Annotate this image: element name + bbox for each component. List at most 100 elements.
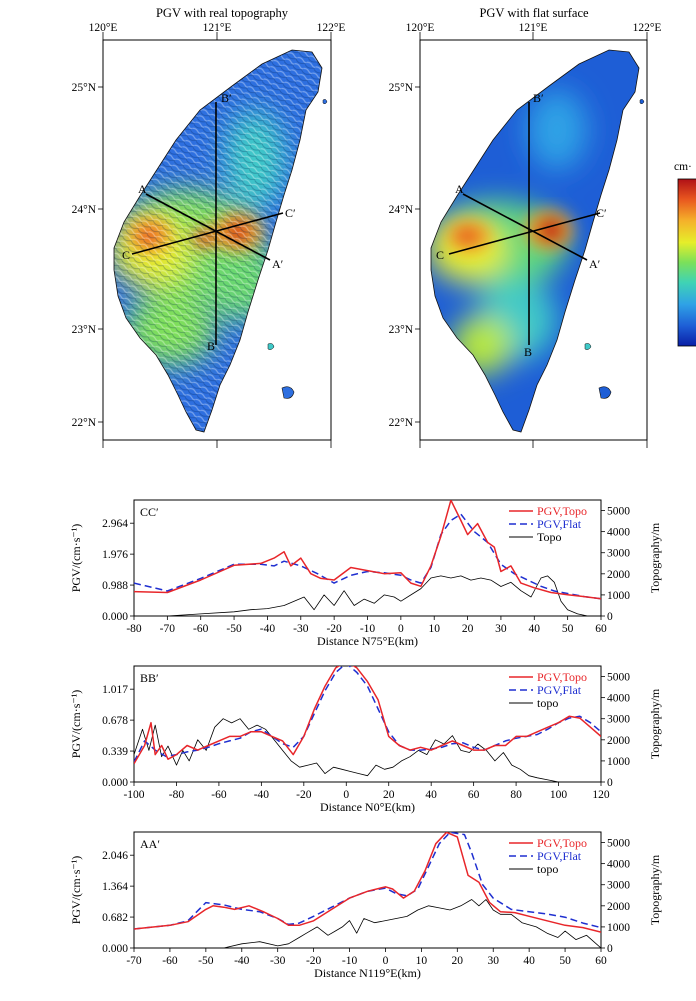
series-line-pgv-topo [134, 500, 601, 600]
y2-tick-label: 4000 [607, 859, 630, 871]
legend-label: topo [537, 862, 558, 876]
profile-panel-aa: -70 -60 -50 -40 -30 -20 -10 0 10 20 30 40 50 60 0.000 0… [69, 831, 662, 980]
x-tick-label: 60 [595, 955, 607, 967]
y-tick-label: 1.976 [102, 549, 128, 561]
x-tick-label: 20 [383, 789, 395, 801]
x-tick-label: 40 [529, 623, 541, 635]
y2-tick-label: 3000 [607, 548, 630, 560]
legend-label: topo [537, 696, 558, 710]
x-tick-label: 10 [416, 955, 428, 967]
legend-label: PGV,Flat [537, 849, 582, 863]
y-tick-label: 0.339 [102, 746, 128, 758]
map-xtick-122: 122°E [633, 22, 662, 34]
colorbar: cm· [674, 161, 696, 347]
x-tick-label: -30 [270, 955, 286, 967]
y-axis-label: PGV/(cm·s⁻¹) [69, 690, 83, 759]
y-tick-label: 0.000 [102, 943, 128, 955]
y-tick-label: 2.046 [102, 850, 128, 862]
map-xtick-121: 121°E [203, 22, 232, 34]
profile-lines [448, 102, 601, 345]
series-line-topo [134, 718, 601, 782]
x-tick-label: 10 [428, 623, 440, 635]
label-A-prime: A′ [272, 257, 284, 271]
panel-title: CC′ [140, 505, 159, 519]
x-tick-label: 30 [487, 955, 499, 967]
y2-axis-label: Topography/m [648, 688, 662, 759]
x-axis-label: Distance N0°E(km) [320, 800, 415, 814]
x-tick-label: 0 [398, 623, 404, 635]
map-ytick-23: 23°N [72, 324, 97, 336]
plot-frame [133, 831, 602, 949]
legend-label: Topo [537, 530, 562, 544]
y2-tick-label: 0 [607, 943, 613, 955]
y2-tick-label: 0 [607, 777, 613, 789]
legend-label: PGV,Flat [537, 683, 582, 697]
map-xtick-121: 121°E [519, 22, 548, 34]
x-tick-label: 100 [550, 789, 568, 801]
x-tick-label: -20 [306, 955, 322, 967]
map-xtick-120: 120°E [89, 22, 118, 34]
series-line-pgv-flat [134, 513, 601, 600]
profile-lines [131, 102, 284, 345]
label-B-prime: B′ [533, 91, 544, 105]
map-ytick-22: 22°N [72, 417, 97, 429]
x-tick-label: 60 [468, 789, 480, 801]
map-xtick-122: 122°E [317, 22, 346, 34]
y-axis-label: PGV/(cm·s⁻¹) [69, 524, 83, 593]
legend-label: PGV,Topo [537, 836, 587, 850]
y2-tick-label: 1000 [607, 590, 630, 602]
x-axis-label: Distance N75°E(km) [317, 634, 418, 648]
map-xtick-120: 120°E [406, 22, 435, 34]
colorbar-unit: cm· [674, 161, 692, 173]
label-B: B [207, 339, 215, 353]
y-axis-label: PGV/(cm·s⁻¹) [69, 856, 83, 925]
x-tick-label: -70 [126, 955, 142, 967]
legend-label: PGV,Topo [537, 504, 587, 518]
y2-tick-label: 3000 [607, 714, 630, 726]
x-tick-label: 20 [462, 623, 474, 635]
y2-tick-label: 4000 [607, 693, 630, 705]
x-tick-label: -50 [226, 623, 242, 635]
series-lines [134, 666, 601, 782]
panel-title: AA′ [140, 837, 160, 851]
y2-tick-label: 2000 [607, 901, 630, 913]
colorbar-gradient [677, 178, 696, 347]
x-tick-label: -10 [342, 955, 358, 967]
x-axis-label: Distance N119°E(km) [314, 966, 421, 980]
y2-tick-label: 4000 [607, 527, 630, 539]
x-tick-label: 50 [562, 623, 574, 635]
label-B-prime: B′ [221, 91, 232, 105]
x-tick-label: -20 [326, 623, 342, 635]
y-tick-label: 1.364 [102, 881, 128, 893]
plot-frame [133, 499, 602, 617]
y2-tick-label: 5000 [607, 506, 630, 518]
plot-frame [133, 665, 602, 783]
y-tick-label: 0.000 [102, 777, 128, 789]
x-tick-label: -10 [360, 623, 376, 635]
map-ticks [415, 32, 648, 448]
map-ytick-25: 25°N [72, 82, 97, 94]
x-tick-label: -80 [169, 789, 185, 801]
x-tick-label: 0 [343, 789, 349, 801]
panel-title: BB′ [140, 671, 159, 685]
label-A: A [138, 182, 147, 196]
x-tick-label: -100 [123, 789, 144, 801]
y2-tick-label: 1000 [607, 756, 630, 768]
label-B: B [524, 345, 532, 359]
x-tick-label: -70 [160, 623, 176, 635]
series-line-pgv-topo [134, 832, 601, 933]
x-tick-label: -50 [198, 955, 214, 967]
series-line-pgv-flat [134, 832, 601, 930]
x-tick-label: 120 [592, 789, 610, 801]
y2-tick-label: 2000 [607, 735, 630, 747]
label-C: C [122, 248, 130, 262]
y2-axis-label: Topography/m [648, 522, 662, 593]
label-C-prime: C′ [285, 206, 296, 220]
map-ticks [98, 32, 332, 448]
map-ytick-25: 25°N [389, 82, 414, 94]
y-tick-label: 1.017 [102, 684, 128, 696]
y-tick-label: 0.000 [102, 611, 128, 623]
x-tick-label: -20 [296, 789, 312, 801]
y-tick-label: 0.678 [102, 715, 128, 727]
